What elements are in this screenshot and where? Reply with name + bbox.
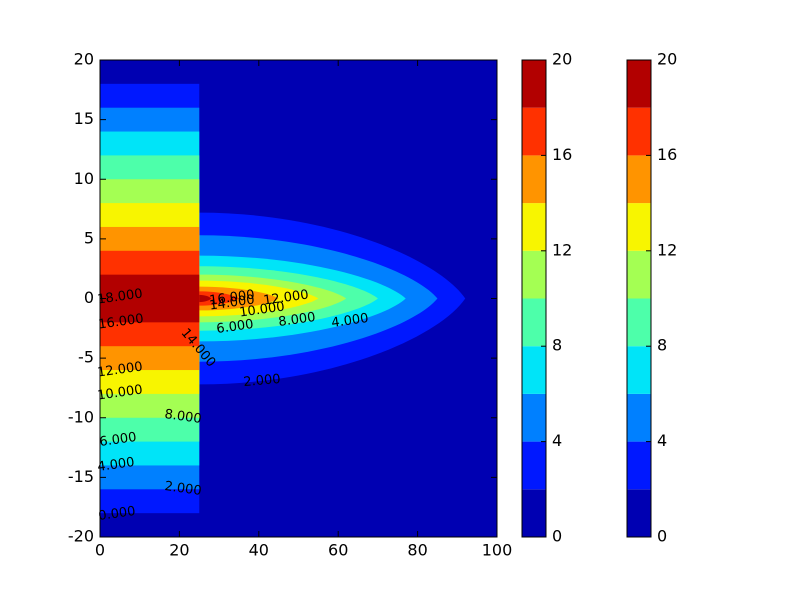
colorbar-band <box>627 60 651 108</box>
colorbar-band <box>627 346 651 394</box>
x-tick-label: 40 <box>249 541 269 560</box>
colorbar-band <box>522 489 546 537</box>
contour-label: 2.000 <box>243 372 281 390</box>
y-tick-label: 10 <box>74 169 94 188</box>
colorbar-band <box>522 60 546 108</box>
contour-label: 6.000 <box>99 430 138 450</box>
x-tick-label: 0 <box>95 541 105 560</box>
x-tick-label: 80 <box>407 541 427 560</box>
contour-label: 6.000 <box>216 317 255 337</box>
colorbar-band <box>522 346 546 394</box>
y-tick-label: 20 <box>74 50 94 69</box>
colorbar-tick-label: 20 <box>552 50 572 69</box>
contour-label: 10.000 <box>96 382 143 403</box>
x-tick-label: 100 <box>482 541 513 560</box>
y-tick-label: 0 <box>84 288 94 307</box>
x-tick-label: 60 <box>328 541 348 560</box>
contour-band <box>199 294 212 303</box>
contour-label: 0.000 <box>98 504 137 524</box>
contour-band <box>199 291 239 306</box>
contour-label: 18.000 <box>96 286 143 307</box>
colorbar-band <box>522 155 546 204</box>
contour-label: 8.000 <box>278 310 317 330</box>
y-tick-label: 5 <box>84 228 94 247</box>
colorbar-band <box>627 298 651 347</box>
colorbar-band <box>627 441 651 490</box>
y-tick-label: -15 <box>68 467 94 486</box>
y-tick-label: 15 <box>74 109 94 128</box>
colorbar-frame <box>626 59 652 538</box>
colorbar-band <box>522 393 546 442</box>
contour-label: 4.000 <box>97 455 136 475</box>
contour-label: 16.000 <box>97 311 144 332</box>
colorbar-tick-label: 16 <box>552 145 572 164</box>
y-tick-label: -10 <box>68 407 94 426</box>
colorbar-band <box>627 393 651 442</box>
colorbar-band <box>522 250 546 299</box>
colorbar-frame <box>521 59 547 538</box>
colorbar-band <box>522 298 546 347</box>
colorbar-tick-label: 0 <box>657 527 667 546</box>
contour-label: 4.000 <box>331 311 370 331</box>
colorbar-tick-label: 4 <box>552 431 562 450</box>
y-tick-label: -5 <box>78 348 94 367</box>
contour-label: 12.000 <box>262 287 309 308</box>
colorbar-tick-label: 0 <box>552 527 562 546</box>
colorbar-band <box>522 203 546 251</box>
colorbar-tick-label: 8 <box>552 336 562 355</box>
x-tick-label: 20 <box>169 541 189 560</box>
colorbar-band <box>627 250 651 299</box>
y-tick-label: -20 <box>68 527 94 546</box>
contour-band <box>100 274 200 323</box>
colorbar-band <box>627 107 651 156</box>
colorbar-tick-label: 20 <box>657 50 677 69</box>
contour-label: 2.000 <box>164 479 203 499</box>
colorbar-tick-label: 12 <box>552 240 572 259</box>
colorbar-tick-label: 16 <box>657 145 677 164</box>
colorbar-tick-label: 12 <box>657 240 677 259</box>
contour-label: 14.000 <box>208 292 255 313</box>
colorbar-band <box>627 203 651 251</box>
colorbar-tick-label: 8 <box>657 336 667 355</box>
contour-label: 8.000 <box>164 407 203 427</box>
contour-label: 16.000 <box>208 287 255 308</box>
colorbar-band <box>522 107 546 156</box>
contour-label: 10.000 <box>238 299 285 320</box>
contour-fill <box>100 60 497 537</box>
colorbar-band <box>627 489 651 537</box>
contour-label: 12.000 <box>96 359 143 380</box>
colorbar-tick-label: 4 <box>657 431 667 450</box>
colorbar-band <box>627 155 651 204</box>
colorbar-band <box>522 441 546 490</box>
